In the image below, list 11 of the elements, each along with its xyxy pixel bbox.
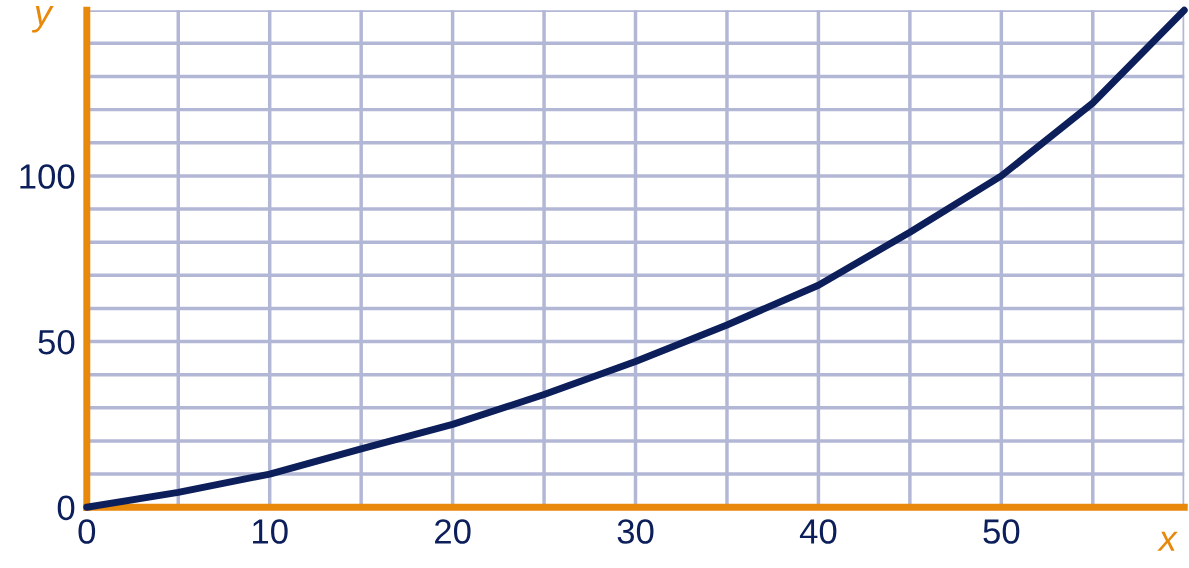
y-tick-label: 50 [38, 329, 75, 355]
x-tick-label: 40 [799, 519, 837, 544]
x-tick-label: 30 [617, 519, 654, 544]
x-tick-label: 20 [435, 519, 471, 544]
x-axis-title: x [1157, 531, 1178, 551]
y-tick-label: 0 [57, 495, 75, 521]
y-axis-title: y [31, 6, 54, 33]
y-tick-label: 100 [20, 164, 75, 189]
x-tick-label: 10 [253, 519, 288, 544]
x-tick-label: 50 [983, 519, 1020, 544]
x-tick-label: 0 [78, 519, 96, 544]
